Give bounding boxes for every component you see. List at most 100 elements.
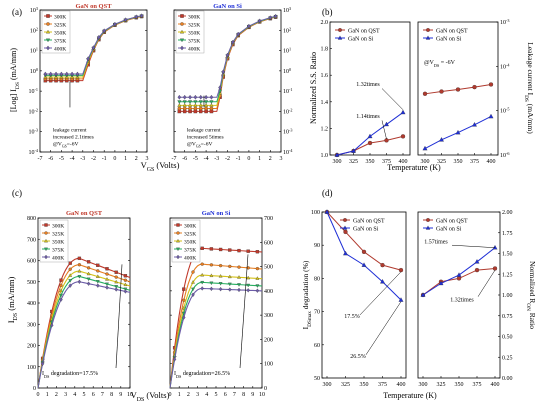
y-tick-label: 10-3	[283, 127, 293, 136]
data-marker	[228, 264, 232, 269]
legend-marker	[45, 29, 51, 34]
data-marker	[193, 94, 198, 100]
annotation-arrow	[359, 271, 402, 316]
data-marker	[114, 279, 119, 284]
data-marker	[221, 69, 226, 75]
data-marker	[191, 287, 195, 292]
data-marker	[218, 85, 222, 90]
data-marker	[204, 103, 209, 107]
x-tick-label: 1	[124, 156, 127, 162]
legend-marker	[176, 254, 180, 260]
x-tick-label: 350	[454, 159, 463, 165]
data-marker	[246, 249, 250, 253]
data-point	[384, 121, 389, 127]
x-tick-label: -3	[80, 156, 85, 162]
data-marker	[123, 274, 128, 278]
data-marker	[59, 297, 63, 302]
data-marker	[59, 283, 63, 288]
plot-frame-d-right	[417, 211, 501, 379]
y-tick-label: 10-2	[283, 107, 293, 116]
legend-label: 400K	[52, 256, 64, 262]
data-point	[472, 84, 477, 90]
data-marker	[246, 266, 250, 270]
data-marker	[188, 103, 193, 107]
data-point	[367, 133, 373, 139]
legend-label: GaN on QST	[353, 219, 385, 225]
x-tick-label: 325	[341, 382, 350, 388]
annotation-text: 17.5%	[344, 314, 360, 320]
data-marker	[237, 275, 241, 279]
data-marker	[237, 248, 241, 253]
y-tick-label: 90	[314, 243, 320, 249]
data-marker	[193, 103, 198, 107]
y-tick-label: 1.00	[502, 293, 513, 299]
annotation-arrow	[477, 269, 496, 297]
panel-label-c: (c)	[12, 188, 22, 198]
x-tick-label: 5	[215, 392, 218, 398]
data-marker	[95, 280, 100, 284]
annotation-arrow	[381, 120, 387, 140]
x-tick-label: -4	[70, 156, 75, 162]
data-marker	[172, 357, 177, 362]
y-tick-label: 10-3	[29, 127, 39, 136]
data-point	[420, 292, 426, 297]
data-marker	[114, 275, 118, 279]
data-marker	[91, 45, 96, 50]
annotation-text: 1.32times	[450, 298, 474, 304]
legend-label: 350K	[52, 240, 64, 246]
data-marker	[177, 94, 182, 100]
data-marker	[247, 23, 251, 29]
data-marker	[228, 287, 232, 292]
data-marker	[123, 282, 128, 286]
data-marker	[96, 269, 100, 273]
data-marker	[77, 269, 82, 273]
annotation-text: 1.32times	[356, 82, 380, 88]
data-marker	[198, 109, 203, 114]
data-marker	[228, 248, 232, 252]
y-axis-label: [Log] IDS (mA/mm)	[9, 48, 21, 112]
x-tick-label: 325	[437, 159, 446, 165]
data-point	[474, 259, 480, 264]
data-marker	[50, 323, 54, 328]
y-axis-label: IDSmax degradation (%)	[301, 260, 313, 329]
y-tick-label: 300	[27, 322, 36, 328]
subplot-title: GaN on Si	[202, 210, 231, 217]
legend-label: 400K	[54, 47, 66, 53]
data-marker	[70, 71, 74, 77]
data-marker	[105, 277, 109, 281]
data-marker	[75, 71, 80, 77]
data-marker	[193, 100, 198, 104]
curve-350K	[37, 270, 131, 389]
data-marker	[218, 286, 223, 292]
x-tick-label: 300	[419, 382, 428, 388]
legend-label: GaN on Si	[436, 37, 462, 43]
x-tick-label: -2	[225, 156, 230, 162]
data-marker	[236, 31, 240, 37]
y-tick-label: 10-3	[500, 18, 510, 27]
legend-label: GaN on QST	[436, 219, 468, 225]
x-tick-label: 2	[135, 156, 138, 162]
data-marker	[193, 106, 198, 111]
data-marker	[177, 103, 182, 107]
data-marker	[255, 250, 260, 254]
legend-marker	[179, 38, 185, 43]
legend-marker	[343, 218, 347, 222]
legend-label: GaN on Si	[436, 227, 462, 233]
data-marker	[209, 263, 214, 267]
x-tick-label: 400	[487, 159, 496, 165]
legend-marker	[180, 45, 184, 51]
x-tick-label: -3	[214, 156, 219, 162]
x-tick-label: 400	[399, 159, 408, 165]
data-point	[488, 113, 494, 119]
y-tick-label: 50	[314, 376, 320, 382]
data-marker	[191, 280, 195, 284]
data-marker	[246, 283, 251, 288]
data-marker	[225, 52, 230, 58]
x-tick-label: 10	[259, 392, 265, 398]
legend-marker	[425, 225, 431, 230]
annotation-text: leakage current	[187, 128, 221, 134]
legend-marker	[338, 28, 342, 32]
data-point	[398, 297, 404, 302]
annotation-text: IDS degradation=26.5%	[174, 371, 230, 379]
data-marker	[227, 274, 232, 279]
